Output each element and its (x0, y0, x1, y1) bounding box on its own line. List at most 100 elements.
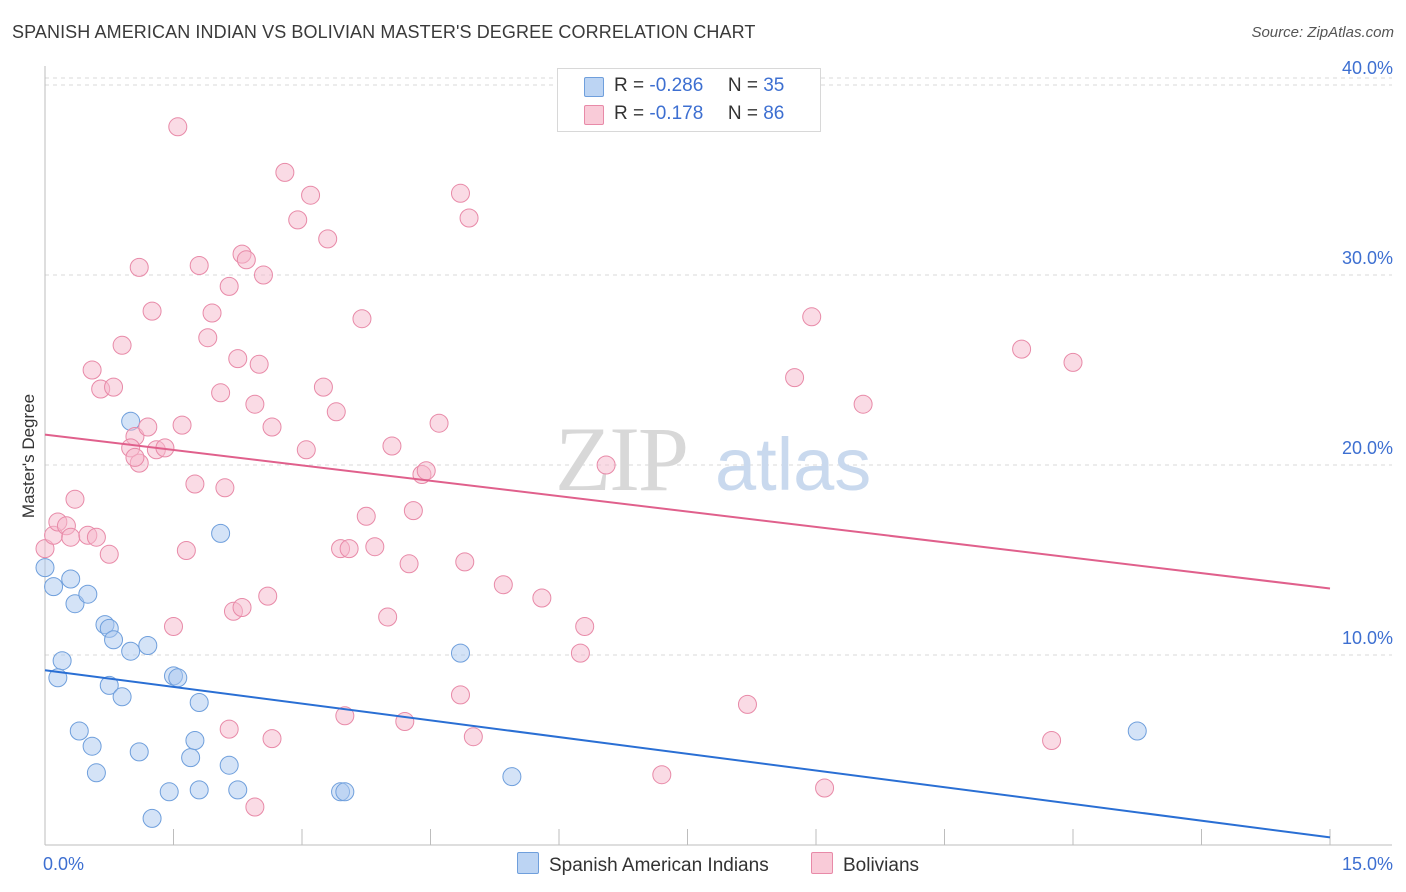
bottom-legend-swatch-blue (517, 852, 539, 874)
data-point (1012, 339, 1032, 359)
data-point (228, 349, 248, 369)
data-point (652, 765, 672, 785)
data-point (35, 539, 55, 559)
data-point (129, 742, 149, 762)
data-point (215, 478, 235, 498)
y-axis-label: Master's Degree (19, 393, 38, 519)
bottom-legend-swatch-pink (811, 852, 833, 874)
data-point (142, 301, 162, 321)
data-point (44, 577, 64, 597)
data-point (318, 229, 338, 249)
data-point (313, 377, 333, 397)
data-point (399, 554, 419, 574)
data-point (52, 651, 72, 671)
data-point (455, 552, 475, 572)
data-point (853, 394, 873, 414)
series-1-points (35, 411, 1147, 828)
data-point (86, 763, 106, 783)
legend-n-label: N = (727, 103, 758, 124)
legend-r-value: -0.286 (649, 75, 704, 96)
data-point (802, 307, 822, 327)
bottom-legend-label: Bolivians (843, 855, 920, 876)
data-point (211, 523, 231, 543)
data-point (138, 636, 158, 655)
bottom-legend-label: Spanish American Indians (549, 855, 769, 876)
data-point (168, 117, 188, 137)
trend-line-series-1 (44, 669, 1331, 839)
data-point (596, 455, 616, 475)
data-point (232, 598, 252, 617)
y-tick-label: 40.0% (1342, 58, 1393, 78)
data-point (301, 185, 321, 205)
data-point (326, 402, 346, 422)
data-point (121, 641, 141, 661)
data-point (416, 461, 436, 481)
chart-title: SPANISH AMERICAN INDIAN VS BOLIVIAN MAST… (12, 22, 756, 42)
data-point (65, 594, 85, 614)
data-point (365, 537, 385, 557)
bottom-legend-bolivians[interactable]: Bolivians (811, 852, 919, 877)
data-point (356, 506, 376, 526)
data-point (403, 501, 423, 521)
data-point (219, 276, 239, 296)
data-point (382, 436, 402, 456)
legend-r-value: -0.178 (649, 103, 704, 124)
data-point (253, 265, 273, 285)
data-point (339, 539, 359, 559)
data-point (258, 586, 278, 606)
data-point (129, 257, 149, 277)
data-point (168, 668, 188, 688)
data-point (82, 736, 102, 756)
data-point (211, 383, 231, 403)
data-point (532, 588, 552, 608)
data-point (737, 694, 757, 714)
data-point (262, 729, 282, 749)
data-point (189, 256, 209, 275)
data-point (1063, 352, 1083, 372)
data-point (219, 719, 239, 739)
data-point (164, 617, 183, 636)
data-point (575, 617, 595, 636)
y-tick-label: 10.0% (1342, 628, 1393, 648)
data-point (159, 782, 179, 802)
watermark-zip: ZIP (555, 408, 687, 510)
data-point (245, 797, 265, 817)
data-point (198, 328, 218, 348)
data-point (502, 767, 522, 787)
data-point (185, 731, 205, 750)
data-point (450, 183, 470, 203)
legend-swatch-blue (584, 77, 604, 97)
data-point (570, 643, 590, 663)
data-point (78, 584, 98, 604)
data-point (176, 541, 196, 560)
legend-n-label: N = (727, 75, 758, 96)
legend-r-label: R = (614, 103, 645, 124)
bottom-legend-spanish-american-indians[interactable]: Spanish American Indians (517, 852, 769, 877)
data-point (65, 489, 85, 509)
data-point (86, 527, 106, 547)
data-point (125, 447, 145, 467)
watermark: ZIP atlas (555, 408, 871, 510)
y-tick-label: 30.0% (1342, 248, 1393, 268)
grid-layer (45, 77, 1392, 656)
data-point (82, 360, 102, 380)
data-point (352, 309, 372, 329)
data-point (104, 630, 124, 650)
data-point (262, 417, 282, 437)
data-point (142, 808, 162, 828)
data-point (69, 721, 89, 741)
data-point (275, 162, 295, 182)
data-point (112, 687, 132, 707)
data-point (104, 377, 124, 397)
stats-legend: R = -0.286 N = 35 R = -0.178 N = 86 (557, 68, 821, 132)
data-point (335, 706, 355, 726)
data-point (296, 440, 316, 460)
data-point (99, 544, 119, 564)
data-point (228, 780, 248, 800)
series-2-points (35, 117, 1083, 817)
x-tick-label-min: 0.0% (43, 854, 84, 874)
legend-r-label: R = (614, 75, 645, 96)
legend-n-value: 35 (763, 75, 785, 96)
data-point (61, 527, 81, 547)
data-point (378, 607, 398, 627)
